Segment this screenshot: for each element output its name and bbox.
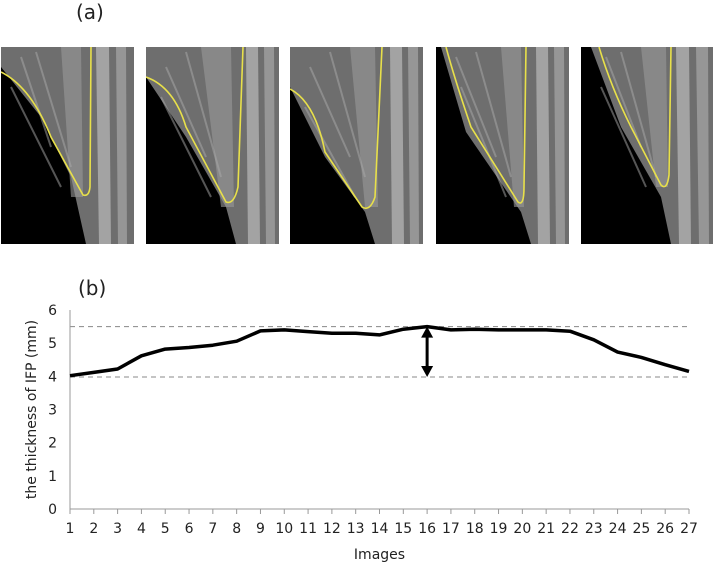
reference-lines — [70, 326, 689, 378]
x-tick-label: 1 — [66, 521, 75, 537]
ultrasound-image-3 — [290, 47, 423, 244]
x-tick-label: 9 — [256, 521, 265, 537]
x-tick-label: 22 — [561, 521, 579, 537]
y-tick-label: 6 — [48, 303, 57, 319]
x-tick-labels: 1 2 3 4 5 6 7 8 9 10 11 12 13 14 15 16 17 18 19 20 21 22 23 24 2… — [66, 509, 698, 537]
ultrasound-image-4 — [436, 47, 569, 244]
x-tick-label: 20 — [513, 521, 531, 537]
y-tick-labels: 0 1 2 3 4 5 6 — [48, 303, 57, 518]
x-tick-label: 3 — [113, 521, 122, 537]
x-tick-label: 16 — [418, 521, 436, 537]
x-tick-label: 11 — [299, 521, 317, 537]
ultrasound-outline — [146, 47, 244, 204]
y-tick-label: 3 — [48, 403, 57, 419]
x-tick-label: 10 — [275, 521, 293, 537]
y-tick-label: 4 — [48, 369, 57, 385]
panel-b-label: (b) — [78, 276, 107, 300]
x-tick-label: 2 — [89, 521, 98, 537]
x-tick-label: 23 — [585, 521, 603, 537]
x-tick-label: 19 — [490, 521, 508, 537]
thickness-arrow — [421, 326, 434, 377]
y-tick-label: 5 — [48, 336, 57, 352]
x-tick-label: 4 — [137, 521, 146, 537]
y-tick-label: 1 — [48, 469, 57, 485]
series-line — [69, 324, 690, 378]
y-tick-label: 2 — [48, 436, 57, 452]
ultrasound-image-2 — [146, 47, 279, 244]
ultrasound-image-5 — [581, 47, 713, 244]
x-tick-label: 18 — [466, 521, 484, 537]
x-axis-label: Images — [354, 547, 405, 563]
ultrasound-image-1 — [1, 47, 134, 244]
x-tick-label: 14 — [371, 521, 389, 537]
x-tick-label: 13 — [347, 521, 365, 537]
x-tick-label: 12 — [323, 521, 341, 537]
x-tick-label: 25 — [632, 521, 650, 537]
panel-a-label: (a) — [76, 0, 104, 24]
x-tick-label: 15 — [394, 521, 412, 537]
ultrasound-outline — [598, 47, 672, 188]
x-tick-label: 6 — [185, 521, 194, 537]
ultrasound-outline — [1, 47, 92, 197]
y-axis-label: the thickness of IFP (mm) — [24, 320, 40, 499]
ultrasound-outline — [290, 47, 383, 210]
x-tick-label: 21 — [537, 521, 555, 537]
y-tick-label: 0 — [48, 502, 57, 518]
x-tick-label: 24 — [609, 521, 627, 537]
x-tick-label: 26 — [656, 521, 674, 537]
x-tick-label: 5 — [161, 521, 170, 537]
ultrasound-outline — [445, 47, 527, 204]
x-tick-label: 8 — [232, 521, 241, 537]
arrow-head-up — [421, 326, 434, 338]
x-tick-label: 27 — [680, 521, 698, 537]
x-tick-label: 17 — [442, 521, 460, 537]
x-tick-label: 7 — [208, 521, 217, 537]
arrow-head-down — [421, 365, 434, 377]
series-group — [69, 324, 690, 378]
